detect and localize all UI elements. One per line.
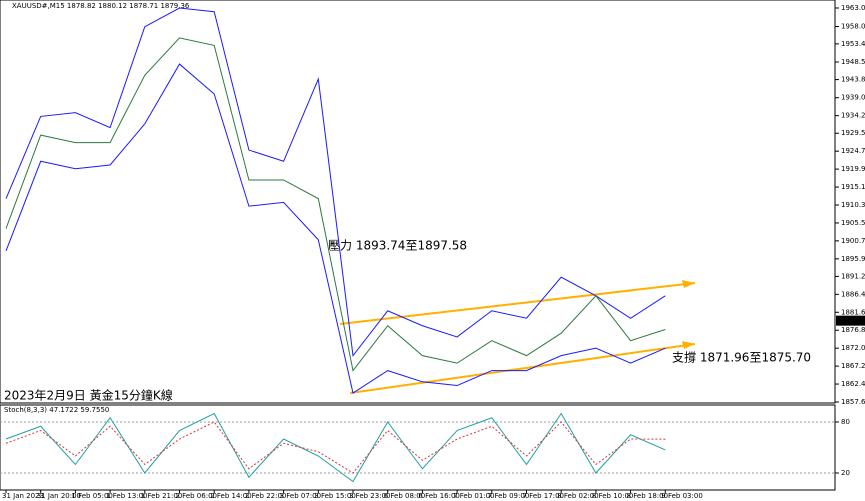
annotation: 壓力 1893.74至1897.58 [328,239,467,253]
x-tick-label: 6 Feb 08:00 [384,492,425,500]
x-tick-label: 1 Feb 05:00 [71,492,112,500]
y-tick-label: 1958.05 [841,23,865,31]
y-tick-label: 1862.40 [841,380,865,388]
series-line [5,37,666,372]
y-tick-label: 1900.70 [841,237,865,245]
y-tick-label: 1934.20 [841,112,865,120]
y-tick-label: 80 [841,418,850,426]
x-tick-label: 8 Feb 10:00 [592,492,633,500]
y-tick-label: 1891.20 [841,272,865,280]
x-tick-label: 7 Feb 17:00 [523,492,564,500]
y-tick-label: 1939.00 [841,94,865,102]
x-tick-label: 3 Feb 15:00 [314,492,355,500]
series-line [5,412,666,483]
y-tick-label: 1886.40 [841,290,865,298]
x-tick-label: 31 Jan 20:00 [37,492,81,500]
channel-lower [349,343,696,394]
annotation: 支撐 1871.96至1875.70 [672,351,811,365]
y-tick-label: 1867.20 [841,362,865,370]
y-tick-label: 1943.85 [841,76,865,84]
x-tick-label: 7 Feb 09:00 [488,492,529,500]
x-tick-label: 6 Feb 16:00 [418,492,459,500]
x-tick-label: 2 Feb 06:00 [176,492,217,500]
chart-title: XAUUSD#,M15 1878.82 1880.12 1878.71 1879… [12,2,190,10]
y-tick-label: 1876.80 [841,326,865,334]
y-tick-label: 1948.55 [841,58,865,66]
stoch-panel [0,404,836,491]
price-tag [836,315,865,326]
x-tick-label: 1 Feb 21:00 [141,492,182,500]
series-line [5,421,666,474]
arrow-head [682,341,695,349]
y-tick-label: 1963.00 [841,4,865,12]
stoch-title: Stoch(8,3,3) 47.1722 59.7550 [4,406,109,414]
y-tick-label: 20 [841,469,850,477]
series-line [5,63,666,394]
y-tick-label: 1915.10 [841,183,865,191]
x-tick-label: 3 Feb 07:00 [280,492,321,500]
price-panel [0,0,836,404]
x-tick-label: 7 Feb 01:00 [453,492,494,500]
channel-upper [339,282,696,325]
y-tick-label: 1924.70 [841,147,865,155]
y-tick-label: 1857.60 [841,398,865,406]
x-tick-label: 9 Feb 03:00 [661,492,702,500]
y-tick-label: 1953.40 [841,40,865,48]
x-tick-label: 31 Jan 2023 [2,492,44,500]
x-tick-label: 1 Feb 13:00 [106,492,147,500]
y-tick-label: 1910.30 [841,201,865,209]
y-tick-label: 1919.90 [841,165,865,173]
y-tick-label: 1881.60 [841,308,865,316]
y-tick-label: 1872.00 [841,344,865,352]
y-tick-label: 1929.50 [841,129,865,137]
series-line [5,7,666,357]
x-tick-label: 2 Feb 14:00 [210,492,251,500]
x-tick-label: 3 Feb 23:00 [349,492,390,500]
x-tick-label: 8 Feb 18:00 [627,492,668,500]
arrow-head [682,280,695,288]
x-tick-label: 8 Feb 02:00 [557,492,598,500]
x-tick-label: 2 Feb 22:00 [245,492,286,500]
y-tick-label: 1895.90 [841,255,865,263]
y-tick-label: 1905.50 [841,219,865,227]
annotation: 2023年2月9日 黃金15分鐘K線 [4,388,173,403]
price-tag-label: 1879.36 [838,317,865,325]
